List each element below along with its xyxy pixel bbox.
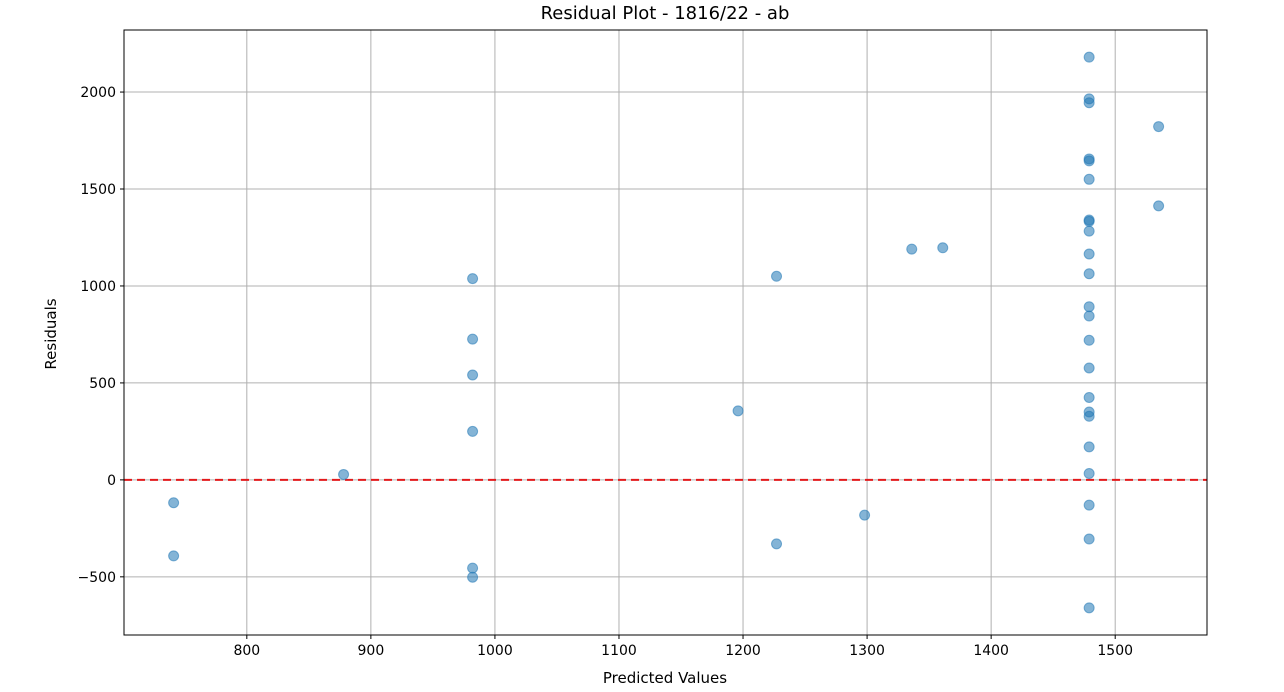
y-axis-label: Residuals bbox=[42, 298, 60, 369]
data-point bbox=[937, 242, 949, 254]
data-point bbox=[1083, 602, 1095, 614]
data-point bbox=[732, 405, 744, 417]
plot-frame bbox=[123, 29, 1208, 636]
x-tick-label: 1100 bbox=[601, 643, 637, 659]
data-point bbox=[1083, 248, 1095, 260]
x-tick-label: 1000 bbox=[477, 643, 513, 659]
data-point bbox=[467, 333, 479, 345]
data-point bbox=[467, 425, 479, 437]
data-point bbox=[1083, 173, 1095, 185]
data-point bbox=[771, 270, 783, 282]
data-point bbox=[771, 538, 783, 550]
data-point bbox=[168, 550, 180, 562]
y-tick-label: −500 bbox=[78, 570, 116, 586]
y-tick-label: 0 bbox=[107, 473, 116, 489]
x-tick-label: 1300 bbox=[849, 643, 885, 659]
data-point bbox=[1153, 200, 1165, 212]
data-point bbox=[1083, 391, 1095, 403]
data-point bbox=[1083, 410, 1095, 422]
data-point bbox=[1083, 215, 1095, 227]
data-point bbox=[906, 243, 918, 255]
x-axis-ticks: 800 900 1000 1100 1200 1300 1400 1500 bbox=[233, 635, 1133, 659]
data-point bbox=[1153, 121, 1165, 133]
data-point bbox=[1083, 533, 1095, 545]
data-point bbox=[1083, 51, 1095, 63]
data-points bbox=[168, 51, 1165, 614]
chart-title: Residual Plot - 1816/22 - ab bbox=[541, 3, 790, 24]
data-point bbox=[1083, 155, 1095, 167]
x-tick-label: 900 bbox=[358, 643, 385, 659]
data-point bbox=[1083, 441, 1095, 453]
data-point bbox=[467, 273, 479, 285]
y-tick-label: 500 bbox=[89, 376, 116, 392]
y-tick-label: 1500 bbox=[80, 182, 116, 198]
data-point bbox=[1083, 362, 1095, 374]
grid-lines bbox=[124, 30, 1207, 635]
data-point bbox=[1083, 268, 1095, 280]
data-point bbox=[168, 497, 180, 509]
data-point bbox=[1083, 334, 1095, 346]
x-axis-label: Predicted Values bbox=[603, 669, 727, 687]
y-tick-label: 2000 bbox=[80, 85, 116, 101]
data-point bbox=[1083, 301, 1095, 313]
data-point bbox=[1083, 225, 1095, 237]
data-point bbox=[467, 369, 479, 381]
x-tick-label: 1400 bbox=[973, 643, 1009, 659]
data-point bbox=[1083, 499, 1095, 511]
x-tick-label: 1200 bbox=[725, 643, 761, 659]
data-point bbox=[467, 571, 479, 583]
x-tick-label: 800 bbox=[233, 643, 260, 659]
x-tick-label: 1500 bbox=[1097, 643, 1133, 659]
data-point bbox=[1083, 467, 1095, 479]
y-tick-label: 1000 bbox=[80, 279, 116, 295]
y-axis-ticks: −500 0 500 1000 1500 2000 bbox=[78, 85, 124, 586]
data-point bbox=[1083, 97, 1095, 109]
data-point bbox=[338, 468, 350, 480]
data-point bbox=[467, 562, 479, 574]
data-point bbox=[1083, 310, 1095, 322]
data-point bbox=[859, 509, 871, 521]
